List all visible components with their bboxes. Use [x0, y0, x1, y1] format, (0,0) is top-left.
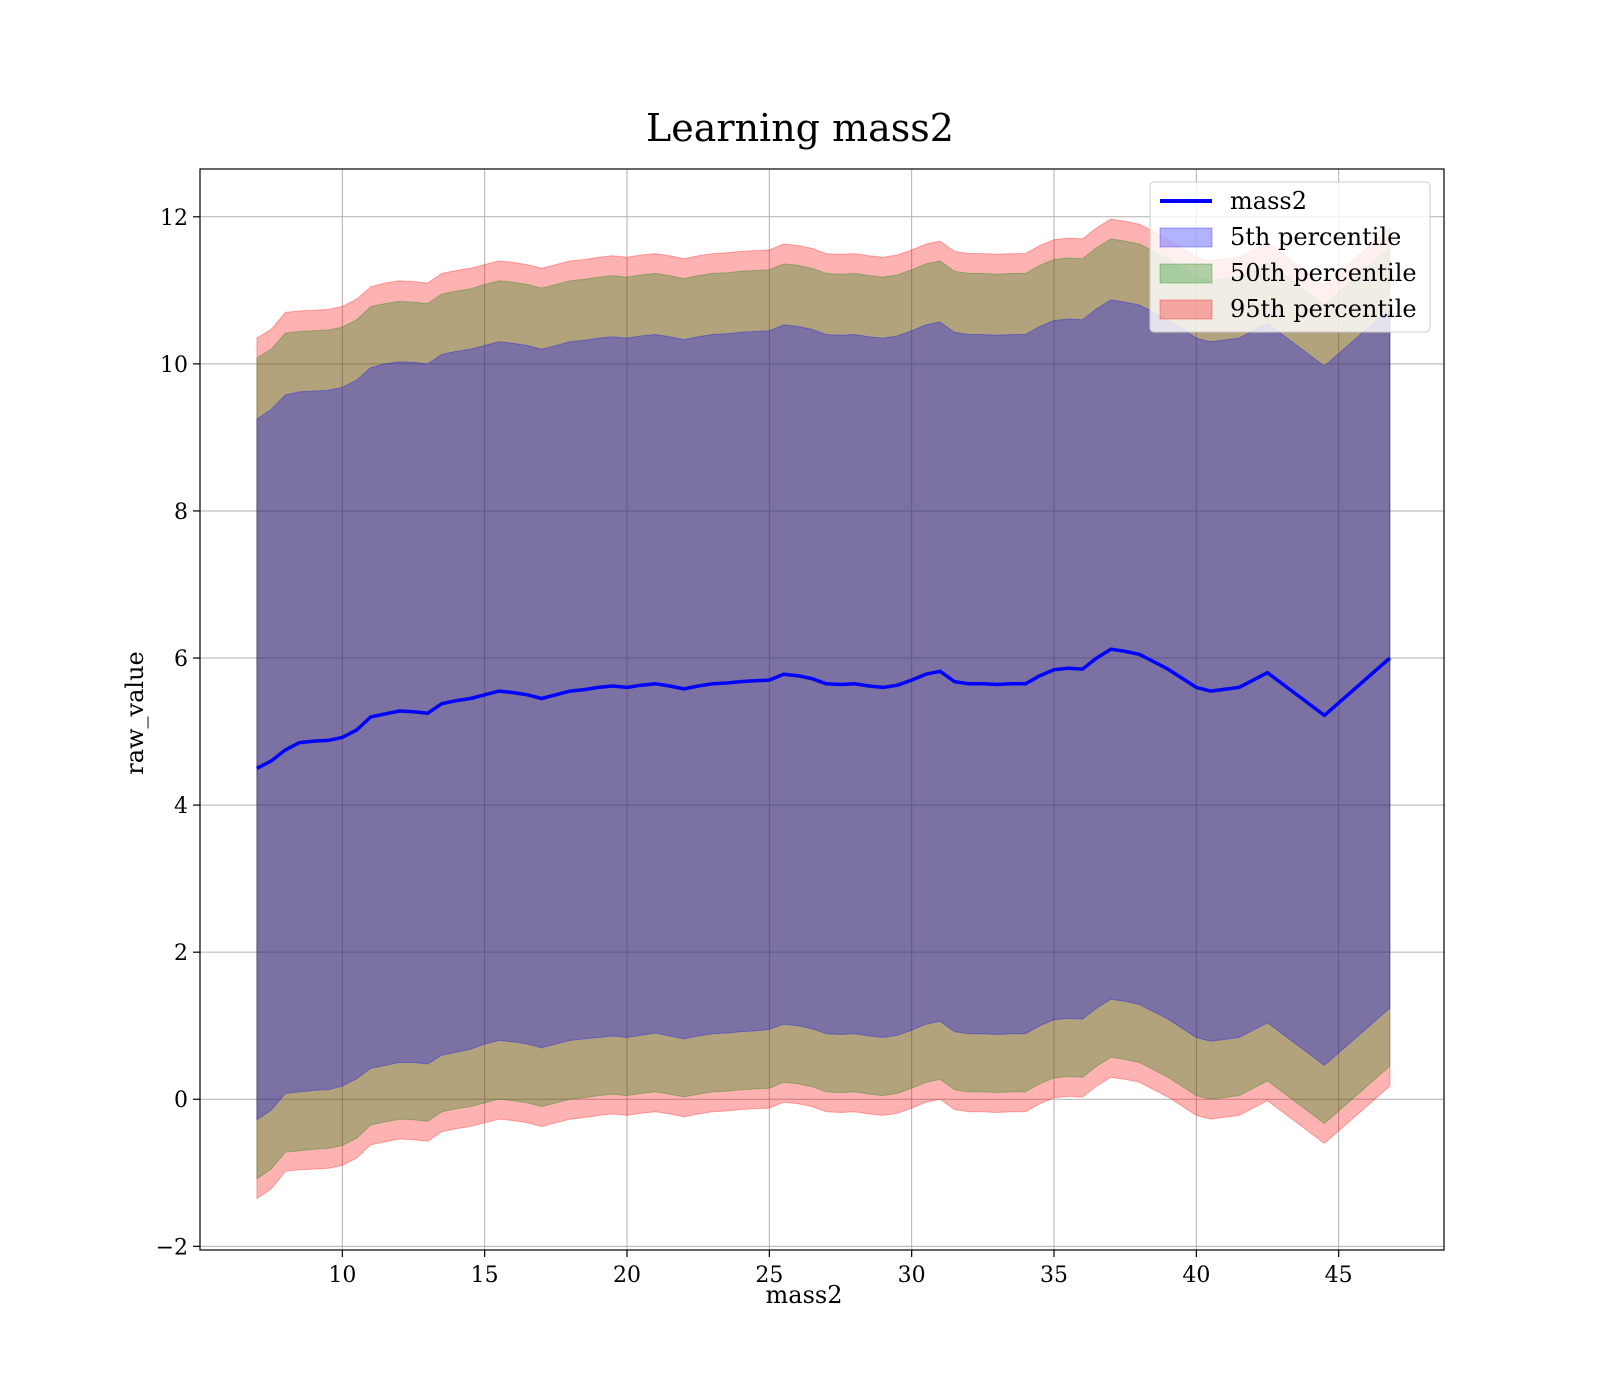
- x-tick-label-0: 10: [328, 1263, 356, 1288]
- chart-title: Learning mass2: [646, 106, 954, 150]
- legend-label-5th-percentile: 5th percentile: [1230, 223, 1401, 251]
- y-tick-label-0: −2: [156, 1235, 188, 1260]
- x-tick-label-4: 30: [898, 1263, 926, 1288]
- x-axis-label: mass2: [766, 1281, 843, 1309]
- y-tick-label-2: 2: [174, 941, 188, 966]
- plot-frame: [199, 168, 1445, 1251]
- x-tick-label-5: 35: [1040, 1263, 1068, 1288]
- x-tick-label-1: 15: [471, 1263, 499, 1288]
- legend-label-95th-percentile: 95th percentile: [1230, 295, 1417, 323]
- x-tick-label-6: 40: [1182, 1263, 1210, 1288]
- mass2-line-group: [256, 647, 1392, 770]
- y-tick-label-5: 8: [174, 500, 188, 525]
- y-tick-label-4: 6: [174, 647, 188, 672]
- band-95th-percentile: [256, 218, 1391, 1200]
- percentile-bands: [256, 218, 1391, 1200]
- legend-label-50th-percentile: 50th percentile: [1230, 259, 1417, 287]
- y-tick-label-3: 4: [174, 794, 188, 819]
- y-axis-label: raw_value: [121, 651, 149, 775]
- legend-swatch-50th-percentile: [1159, 263, 1213, 284]
- x-tick-label-2: 20: [613, 1263, 641, 1288]
- legend-swatch-5th-percentile: [1159, 227, 1213, 248]
- x-tick-label-7: 45: [1325, 1263, 1353, 1288]
- x-tick-label-3: 25: [755, 1263, 783, 1288]
- band-50th-percentile: [256, 238, 1391, 1180]
- y-axis-ticks: −2 0 2 4 6 8 10 12: [156, 206, 200, 1260]
- band-5th-percentile: [256, 299, 1391, 1121]
- grid: [200, 169, 1444, 1250]
- y-tick-label-7: 12: [160, 206, 188, 231]
- legend-label-mass2: mass2: [1230, 187, 1307, 215]
- legend-frame: [1149, 181, 1431, 333]
- y-tick-label-1: 0: [174, 1088, 188, 1113]
- legend-swatch-95th-percentile: [1159, 299, 1213, 320]
- series-line-mass2: [256, 647, 1392, 770]
- legend: mass2 5th percentile 50th percentile 95t…: [1149, 181, 1431, 333]
- x-axis-ticks: 10 15 20 25 30 35 40 45: [328, 1250, 1353, 1288]
- y-tick-label-6: 10: [160, 353, 188, 378]
